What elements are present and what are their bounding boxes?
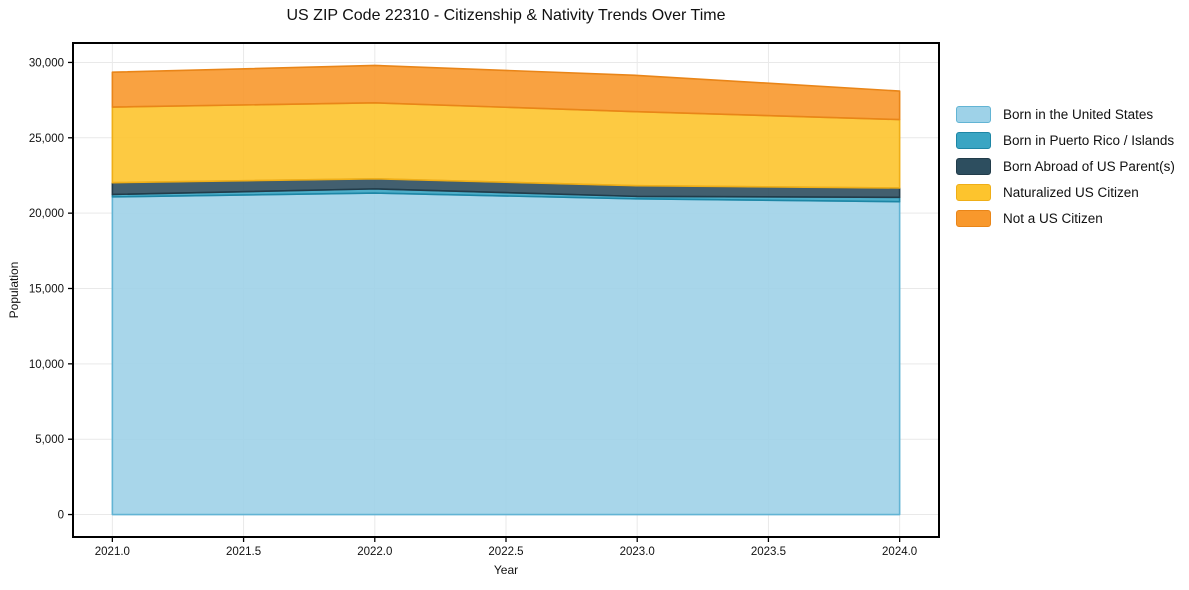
legend-label: Born Abroad of US Parent(s) — [1003, 159, 1175, 174]
legend-swatch — [956, 210, 991, 227]
legend-item-born-in-the-united-states: Born in the United States — [956, 106, 1175, 123]
area-not-a-us-citizen — [111, 64, 901, 121]
legend-swatch — [956, 106, 991, 123]
legend-item-born-abroad-of-us-parent-s: Born Abroad of US Parent(s) — [956, 158, 1175, 175]
legend-item-not-a-us-citizen: Not a US Citizen — [956, 210, 1175, 227]
y-tick-label: 15,000 — [29, 283, 64, 295]
y-tick-label: 30,000 — [29, 57, 64, 69]
legend-item-naturalized-us-citizen: Naturalized US Citizen — [956, 184, 1175, 201]
legend-swatch — [956, 158, 991, 175]
y-tick-label: 5,000 — [35, 434, 64, 446]
legend-label: Born in the United States — [1003, 107, 1154, 122]
x-tick-label: 2022.0 — [357, 546, 392, 558]
area-born-in-the-united-states — [111, 192, 901, 516]
y-axis-label: Population — [7, 261, 21, 319]
legend-label: Naturalized US Citizen — [1003, 185, 1139, 200]
legend-swatch — [956, 132, 991, 149]
x-tick-label: 2023.0 — [620, 546, 655, 558]
legend-swatch — [956, 184, 991, 201]
y-tick-label: 0 — [58, 510, 64, 522]
legend-label: Not a US Citizen — [1003, 211, 1103, 226]
x-tick-label: 2023.5 — [751, 546, 786, 558]
y-tick-label: 10,000 — [29, 359, 64, 371]
x-tick-label: 2022.5 — [488, 546, 523, 558]
x-axis-label: Year — [493, 563, 519, 577]
legend-item-born-in-puerto-rico-islands: Born in Puerto Rico / Islands — [956, 132, 1175, 149]
x-tick-label: 2021.5 — [226, 546, 261, 558]
legend: Born in the United States Born in Puerto … — [956, 106, 1175, 227]
x-tick-label: 2024.0 — [882, 546, 917, 558]
y-tick-label: 20,000 — [29, 208, 64, 220]
legend-label: Born in Puerto Rico / Islands — [1003, 133, 1175, 148]
y-tick-label: 25,000 — [29, 133, 64, 145]
x-tick-label: 2021.0 — [95, 546, 130, 558]
chart-title: US ZIP Code 22310 - Citizenship & Nativi… — [286, 7, 726, 24]
